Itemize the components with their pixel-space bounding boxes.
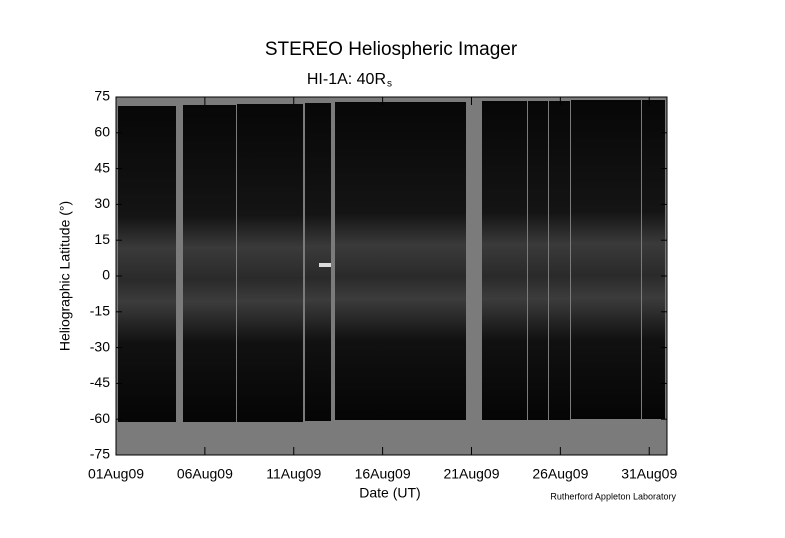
x-tick-label: 26Aug09	[532, 466, 588, 482]
image-panels	[118, 100, 665, 422]
x-tick-label: 16Aug09	[355, 466, 411, 482]
y-tick-label: -15	[90, 303, 110, 319]
x-tick-label: 21Aug09	[443, 466, 499, 482]
y-tick-label: 15	[94, 231, 110, 247]
y-tick-label: -45	[90, 374, 110, 390]
y-tick-label: 45	[94, 159, 110, 175]
credit: Rutherford Appleton Laboratory	[550, 491, 676, 501]
x-axis-label: Date (UT)	[359, 485, 420, 501]
y-tick-label: 60	[94, 124, 110, 140]
chart-subtitle-subscript: s	[387, 79, 392, 90]
chart-subtitle: HI-1A: 40R	[307, 71, 386, 88]
image-feature	[319, 263, 331, 267]
y-tick-label: 0	[102, 267, 110, 283]
chart-title: STEREO Heliospheric Imager	[265, 39, 518, 60]
x-tick-label: 01Aug09	[88, 466, 144, 482]
x-tick-label: 06Aug09	[177, 466, 233, 482]
y-tick-label: 30	[94, 195, 110, 211]
y-tick-label: -30	[90, 338, 110, 354]
y-tick-label: -75	[90, 446, 110, 462]
y-tick-label: 75	[94, 88, 110, 104]
x-tick-label: 11Aug09	[266, 466, 321, 482]
y-axis-label: Heliographic Latitude (°)	[57, 201, 73, 351]
image	[116, 97, 667, 455]
x-tick-label: 31Aug09	[621, 466, 677, 482]
y-tick-label: -60	[90, 410, 110, 426]
